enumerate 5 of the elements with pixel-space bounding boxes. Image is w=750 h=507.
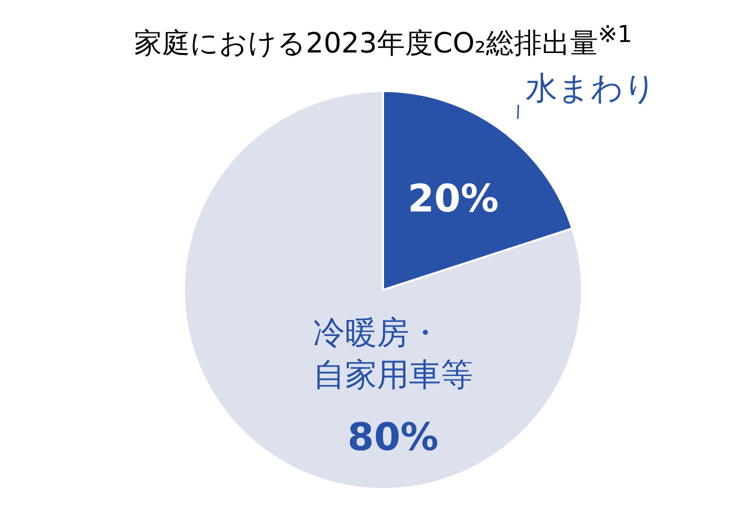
chart-title: 家庭における2023年度CO₂総排出量$^{※1}$ — [132, 20, 634, 62]
slice-label: 水まわり — [525, 69, 656, 108]
data-label: 80% — [348, 414, 438, 459]
slice-label: 冷暖房・自家用車等 — [313, 313, 473, 394]
data-label: 20% — [408, 176, 499, 220]
